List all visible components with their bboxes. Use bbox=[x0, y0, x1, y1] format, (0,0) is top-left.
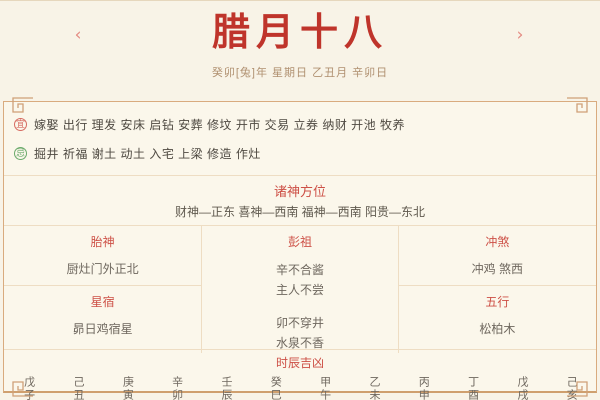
hour-text: 戊戌凶 bbox=[515, 376, 528, 400]
pengzu-line: 水泉不香 bbox=[275, 336, 324, 350]
pengzu-line: 辛不合酱 bbox=[275, 263, 324, 277]
hour-column: 丁酉吉 bbox=[448, 376, 497, 400]
hour-column: 癸巳凶 bbox=[251, 376, 300, 400]
wuxing-value: 松柏木 bbox=[479, 322, 516, 336]
hour-text: 丁酉吉 bbox=[466, 376, 479, 400]
hour-text: 己丑凶 bbox=[71, 376, 84, 400]
hour-column: 庚寅吉 bbox=[103, 376, 152, 400]
hour-text: 壬辰凶 bbox=[219, 376, 232, 400]
gods-direction-value: 财神—正东 喜神—西南 福神—西南 阳贵—东北 bbox=[174, 205, 425, 219]
yi-badge-icon: 宜 bbox=[14, 118, 27, 131]
next-day-icon[interactable]: › bbox=[516, 25, 524, 45]
ganzhi-date-line: 癸卯[兔]年 星期日 乙丑月 辛卯日 bbox=[211, 67, 389, 79]
hour-luck-section: 时辰吉凶 戊子吉 己丑凶 庚寅吉 辛卯吉 壬辰凶 癸巳凶 甲午吉 乙未吉 丙申凶… bbox=[4, 349, 596, 400]
almanac-grid: 胎神 厨灶门外正北 星宿 昴日鸡宿星 彭祖 辛不合酱 主人不尝 卯不穿井 水泉不… bbox=[4, 226, 596, 353]
hour-column: 己丑凶 bbox=[53, 376, 102, 400]
hour-text: 丙申凶 bbox=[417, 376, 430, 400]
hour-column: 乙未吉 bbox=[349, 376, 398, 400]
header: ‹ 腊月十八 › 癸卯[兔]年 星期日 乙丑月 辛卯日 bbox=[0, 1, 600, 101]
taishen-value: 厨灶门外正北 bbox=[66, 262, 139, 276]
hour-text: 癸巳凶 bbox=[269, 376, 282, 400]
hour-luck-title: 时辰吉凶 bbox=[275, 356, 324, 370]
greek-key-corner-icon bbox=[7, 96, 33, 122]
chongsha-label: 冲煞 bbox=[485, 235, 510, 249]
xingxiu-cell: 星宿 昴日鸡宿星 bbox=[4, 286, 201, 348]
pengzu-line: 主人不尝 bbox=[275, 283, 324, 297]
hour-luck-row: 戊子吉 己丑凶 庚寅吉 辛卯吉 壬辰凶 癸巳凶 甲午吉 乙未吉 丙申凶 丁酉吉 … bbox=[4, 376, 596, 400]
chongsha-value: 冲鸡 煞西 bbox=[471, 262, 523, 276]
auspicious-activities: 嫁娶 出行 理发 安床 启钻 安葬 修坟 开市 交易 立券 纳财 开池 牧养 bbox=[34, 118, 406, 132]
hour-column: 丙申凶 bbox=[399, 376, 448, 400]
hour-column: 壬辰凶 bbox=[201, 376, 250, 400]
chongsha-cell: 冲煞 冲鸡 煞西 bbox=[398, 226, 596, 286]
hour-column: 戊子吉 bbox=[4, 376, 53, 400]
inauspicious-row: 忌 掘井 祈福 谢土 动土 入宅 上梁 修造 作灶 bbox=[4, 145, 596, 162]
gods-direction-title: 诸神方位 bbox=[273, 184, 326, 199]
greek-key-corner-icon bbox=[567, 96, 593, 122]
left-column: 胎神 厨灶门外正北 星宿 昴日鸡宿星 bbox=[4, 226, 202, 353]
taishen-cell: 胎神 厨灶门外正北 bbox=[4, 226, 202, 286]
xingxiu-label: 星宿 bbox=[90, 295, 115, 309]
hour-column: 己亥凶 bbox=[547, 376, 596, 400]
hour-text: 乙未吉 bbox=[367, 376, 380, 400]
hour-column: 甲午吉 bbox=[300, 376, 349, 400]
hour-column: 戊戌凶 bbox=[497, 376, 546, 400]
pengzu-cell: 彭祖 辛不合酱 主人不尝 卯不穿井 水泉不香 bbox=[201, 226, 399, 353]
xingxiu-value: 昴日鸡宿星 bbox=[72, 322, 133, 336]
hour-text: 己亥凶 bbox=[565, 376, 578, 400]
almanac-table: 诸神方位 财神—正东 喜神—西南 福神—西南 阳贵—东北 胎神 厨灶门外正北 星… bbox=[4, 175, 596, 400]
auspicious-row: 宜 嫁娶 出行 理发 安床 启钻 安葬 修坟 开市 交易 立券 纳财 开池 牧养 bbox=[4, 116, 596, 133]
ji-badge-icon: 忌 bbox=[14, 147, 27, 160]
wuxing-label: 五行 bbox=[485, 295, 510, 309]
almanac-panel: 宜 嫁娶 出行 理发 安床 启钻 安葬 修坟 开市 交易 立券 纳财 开池 牧养… bbox=[3, 97, 597, 400]
hour-column: 辛卯吉 bbox=[152, 376, 201, 400]
greek-key-corner-icon bbox=[567, 372, 593, 398]
pengzu-line: 卯不穿井 bbox=[275, 316, 324, 330]
page-title: 腊月十八 bbox=[211, 12, 388, 54]
pengzu-label: 彭祖 bbox=[287, 235, 312, 249]
prev-day-icon[interactable]: ‹ bbox=[74, 25, 82, 45]
wuxing-cell: 五行 松柏木 bbox=[399, 286, 596, 348]
taishen-label: 胎神 bbox=[90, 235, 115, 249]
gods-direction-section: 诸神方位 财神—正东 喜神—西南 福神—西南 阳贵—东北 bbox=[4, 176, 596, 226]
inauspicious-activities: 掘井 祈福 谢土 动土 入宅 上梁 修造 作灶 bbox=[34, 147, 261, 161]
greek-key-corner-icon bbox=[7, 372, 33, 398]
hour-text: 庚寅吉 bbox=[121, 376, 134, 400]
hour-text: 甲午吉 bbox=[318, 376, 331, 400]
hour-text: 戊子吉 bbox=[22, 376, 35, 400]
hour-text: 辛卯吉 bbox=[170, 376, 183, 400]
right-column: 冲煞 冲鸡 煞西 五行 松柏木 bbox=[398, 226, 596, 353]
